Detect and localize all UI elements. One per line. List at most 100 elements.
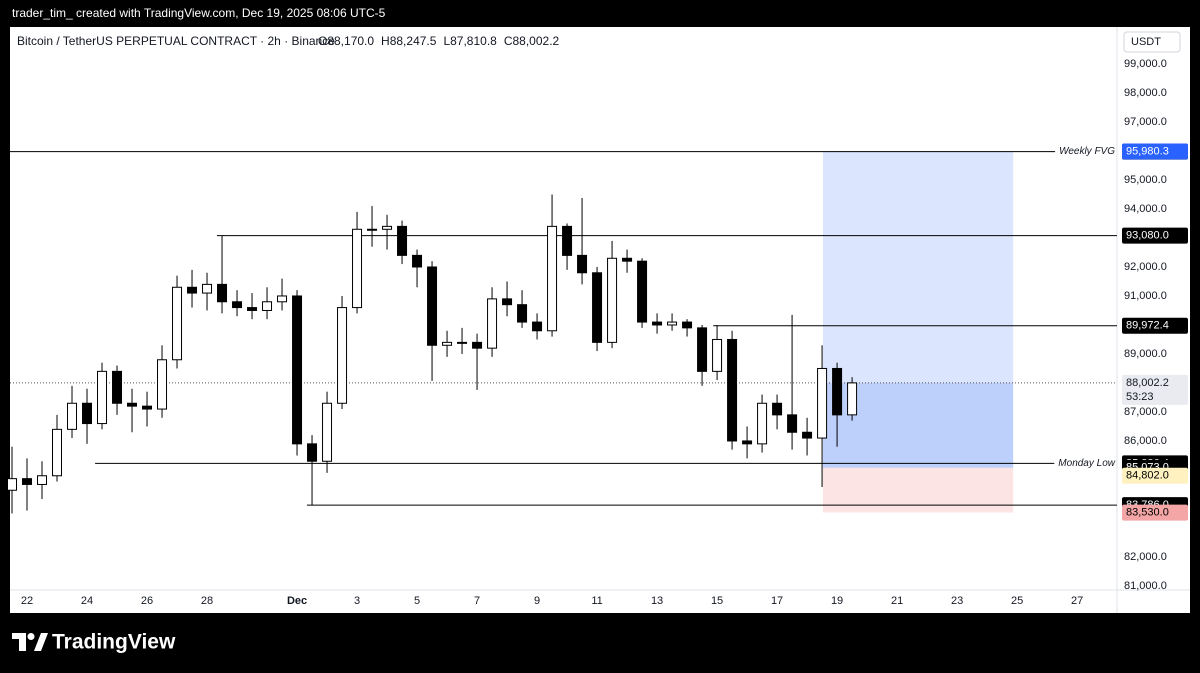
- candle-body: [517, 304, 528, 323]
- candle-body: [592, 272, 603, 343]
- candle-body: [7, 478, 18, 491]
- candle-body: [832, 367, 843, 416]
- candle-body: [397, 225, 408, 256]
- candle-body: [817, 367, 828, 439]
- candle-body: [157, 359, 168, 410]
- logo-dot: [27, 633, 35, 640]
- candle-body: [697, 327, 708, 372]
- y-tick-label: 81,000.0: [1124, 580, 1167, 592]
- candle-body: [127, 402, 138, 407]
- price-tag: [1122, 374, 1188, 405]
- candle-body: [442, 341, 453, 346]
- x-tick-label: 17: [771, 595, 783, 607]
- candle-body: [727, 338, 738, 442]
- level-text: Weekly FVG: [1059, 146, 1115, 157]
- brand: TradingView: [52, 631, 176, 654]
- header-title: trader_tim_ created with TradingView.com…: [12, 6, 386, 20]
- plot: 99,000.0 98,000.0 97,000.0 95,000.0 94,000.0…: [7, 58, 1188, 607]
- target-zone: [822, 151, 1014, 383]
- candle-body: [847, 382, 858, 416]
- x-tick-label: 21: [891, 595, 903, 607]
- candle-body: [802, 431, 813, 439]
- y-tick-label: 99,000.0: [1124, 58, 1167, 70]
- y-tick-label: 92,000.0: [1124, 261, 1167, 273]
- candle-body: [472, 341, 483, 349]
- countdown: 53:23: [1126, 391, 1154, 403]
- candle-body: [82, 402, 93, 425]
- candle-body: [217, 283, 228, 303]
- candle-body: [97, 370, 108, 425]
- candle-body: [202, 283, 213, 294]
- symbol: Bitcoin / TetherUS PERPETUAL CONTRACT · …: [17, 34, 335, 48]
- candle-body: [427, 266, 438, 346]
- candle-body: [262, 301, 273, 311]
- x-tick-label: 19: [831, 595, 843, 607]
- candle-body: [412, 254, 423, 268]
- currency[interactable]: USDT: [1131, 36, 1161, 48]
- candle-body: [547, 225, 558, 332]
- candle-body: [52, 428, 63, 477]
- candle-body: [142, 405, 153, 410]
- y-tick-label: 98,000.0: [1124, 87, 1167, 99]
- x-tick-label: 22: [21, 595, 33, 607]
- price-tag-label: 95,980.3: [1126, 145, 1169, 157]
- price-tag-label: 88,002.2: [1126, 377, 1169, 389]
- price-tag: [1122, 504, 1188, 521]
- currency-button[interactable]: [1123, 31, 1181, 53]
- x-tick-label: Dec: [287, 595, 307, 607]
- ohlc-value: C88,002.2: [504, 34, 560, 48]
- ohlc-value: H88,247.5: [381, 34, 437, 48]
- stop-zone: [822, 467, 1014, 513]
- y-tick-label: 91,000.0: [1124, 290, 1167, 302]
- candle-body: [682, 321, 693, 329]
- ohlc-value: O88,170.0: [318, 34, 374, 48]
- candle-body: [22, 478, 33, 485]
- candle-body: [382, 225, 393, 230]
- candle-body: [652, 321, 663, 326]
- candle-body: [667, 321, 678, 326]
- candle-body: [532, 321, 543, 332]
- x-tick-label: 23: [951, 595, 963, 607]
- candle-body: [757, 402, 768, 445]
- logo: [12, 633, 48, 651]
- candle-body: [367, 228, 378, 231]
- ohlc-value: L87,810.8: [443, 34, 497, 48]
- x-tick-label: 26: [141, 595, 153, 607]
- candle-body: [712, 338, 723, 372]
- price-tag-label: 89,972.4: [1126, 320, 1169, 332]
- x-tick-label: 28: [201, 595, 213, 607]
- candle-body: [112, 370, 123, 404]
- x-tick-label: 5: [414, 595, 420, 607]
- price-tag-label: 93,080.0: [1126, 230, 1169, 242]
- candle-body: [232, 301, 243, 309]
- candle-body: [187, 286, 198, 294]
- candle-body: [577, 254, 588, 274]
- candle-body: [637, 260, 648, 323]
- x-tick-label: 11: [591, 595, 602, 607]
- candle-body: [502, 298, 513, 306]
- candle-body: [487, 298, 498, 349]
- x-tick-label: 13: [651, 595, 663, 607]
- price-tag: [1122, 227, 1188, 244]
- y-tick-label: 97,000.0: [1124, 116, 1167, 128]
- y-tick-label: 94,000.0: [1124, 203, 1167, 215]
- x-tick-label: 27: [1071, 595, 1083, 607]
- x-tick-label: 24: [81, 595, 93, 607]
- ohlc-legend: O88,170.0 H88,247.5 L87,810.8 C88,002.2: [318, 34, 560, 48]
- price-tag-label: 84,802.0: [1126, 470, 1169, 482]
- y-tick-label: 82,000.0: [1124, 551, 1167, 563]
- y-tick-label: 89,000.0: [1124, 348, 1167, 360]
- candle-body: [787, 414, 798, 433]
- candle-body: [457, 341, 468, 344]
- candle-body: [337, 307, 348, 404]
- logo-mark: [12, 633, 26, 651]
- price-tag: [1122, 467, 1188, 484]
- candle-body: [352, 228, 363, 309]
- candle-body: [772, 402, 783, 416]
- y-tick-label: 95,000.0: [1124, 174, 1167, 186]
- candle-body: [292, 295, 303, 445]
- y-tick-label: 86,000.0: [1124, 435, 1167, 447]
- price-tag-label: 83,530.0: [1126, 506, 1169, 518]
